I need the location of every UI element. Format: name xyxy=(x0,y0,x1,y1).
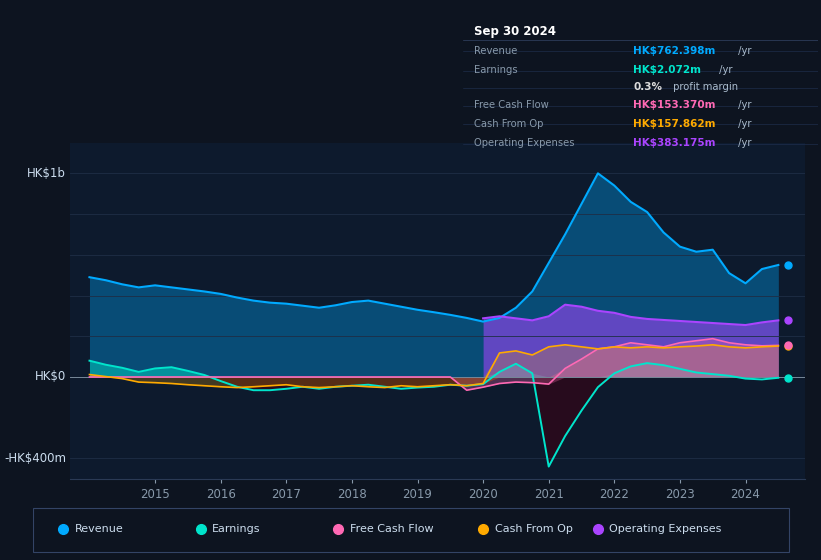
Text: Operating Expenses: Operating Expenses xyxy=(474,138,574,148)
Text: HK$762.398m: HK$762.398m xyxy=(633,46,716,56)
Text: Cash From Op: Cash From Op xyxy=(495,524,573,534)
Text: HK$383.175m: HK$383.175m xyxy=(633,138,716,148)
Text: Free Cash Flow: Free Cash Flow xyxy=(474,100,548,110)
Text: profit margin: profit margin xyxy=(670,82,738,92)
Text: Revenue: Revenue xyxy=(474,46,517,56)
Text: HK$2.072m: HK$2.072m xyxy=(633,66,701,76)
Text: /yr: /yr xyxy=(735,46,751,56)
Text: HK$0: HK$0 xyxy=(34,371,67,384)
Text: HK$153.370m: HK$153.370m xyxy=(633,100,716,110)
Text: Free Cash Flow: Free Cash Flow xyxy=(350,524,433,534)
Text: HK$157.862m: HK$157.862m xyxy=(633,119,716,129)
Text: 0.3%: 0.3% xyxy=(633,82,663,92)
Text: -HK$400m: -HK$400m xyxy=(4,452,67,465)
Text: Earnings: Earnings xyxy=(474,66,517,76)
Text: Earnings: Earnings xyxy=(213,524,261,534)
Text: /yr: /yr xyxy=(735,119,751,129)
Bar xyxy=(33,507,789,552)
Text: /yr: /yr xyxy=(735,100,751,110)
Text: /yr: /yr xyxy=(717,66,733,76)
Text: Cash From Op: Cash From Op xyxy=(474,119,543,129)
Text: HK$1b: HK$1b xyxy=(27,167,67,180)
Text: /yr: /yr xyxy=(735,138,751,148)
Text: Revenue: Revenue xyxy=(75,524,124,534)
Text: Sep 30 2024: Sep 30 2024 xyxy=(474,25,556,38)
Text: Operating Expenses: Operating Expenses xyxy=(609,524,722,534)
